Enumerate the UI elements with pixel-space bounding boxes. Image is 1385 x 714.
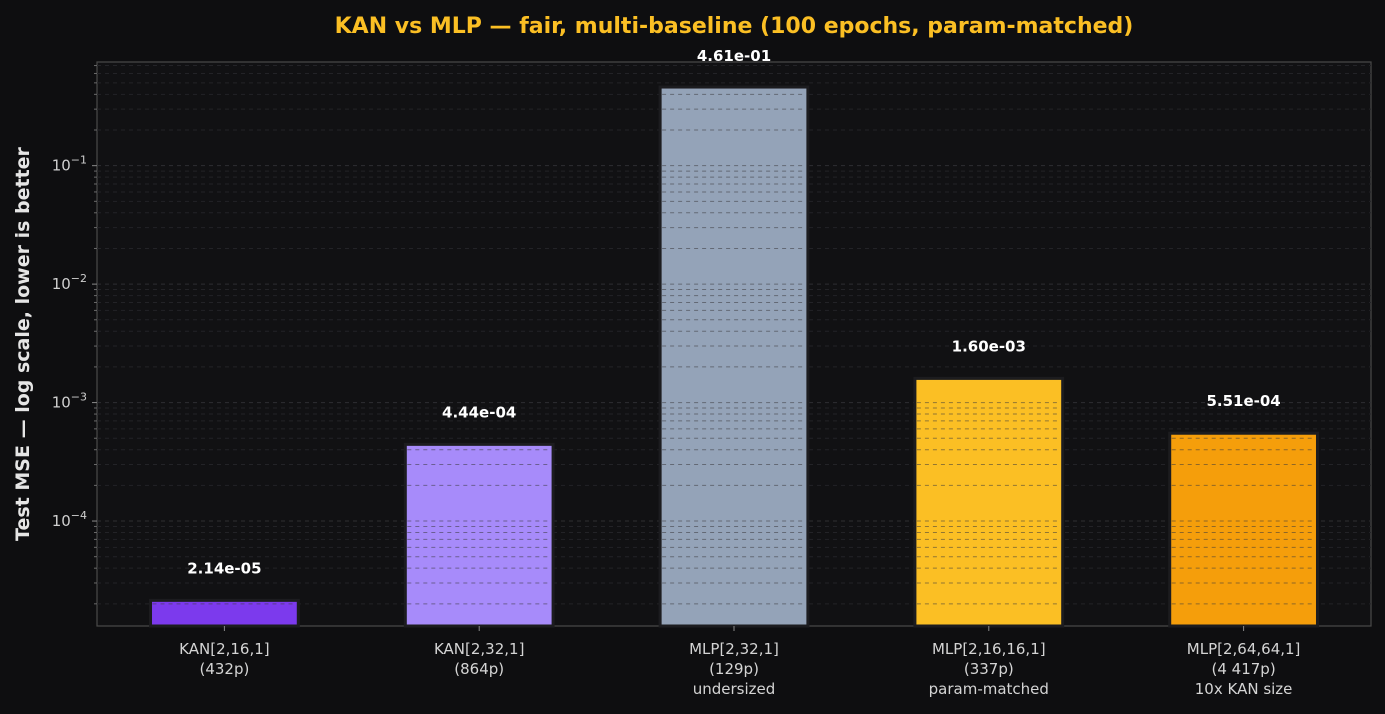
value-label: 1.60e-03 — [952, 337, 1026, 355]
bar — [658, 85, 810, 628]
x-tick-label: 10x KAN size — [1195, 680, 1293, 698]
chart-title: KAN vs MLP — fair, multi-baseline (100 e… — [335, 14, 1134, 39]
y-axis-label: Test MSE — log scale, lower is better — [12, 146, 34, 540]
x-tick-label: (129p) — [709, 660, 759, 678]
bar-group — [658, 85, 810, 628]
x-tick-label: KAN[2,32,1] — [434, 640, 524, 658]
value-label: 5.51e-04 — [1206, 392, 1280, 410]
x-axis-ticks: KAN[2,16,1] (432p) KAN[2,32,1] (864p) MLP[2,… — [179, 626, 1300, 698]
bar-group — [913, 376, 1065, 628]
y-tick-exponent: −2 — [71, 272, 87, 285]
value-label: 4.61e-01 — [697, 47, 771, 65]
bar-group — [1168, 431, 1319, 628]
y-tick-exponent: −1 — [71, 154, 87, 167]
y-tick-exponent: −3 — [71, 391, 87, 404]
bar — [1168, 431, 1319, 628]
x-tick-label: undersized — [693, 680, 776, 698]
bar — [149, 598, 300, 628]
bars — [149, 85, 1319, 628]
x-tick-label: KAN[2,16,1] — [179, 640, 269, 658]
y-tick-exponent: −4 — [71, 509, 87, 522]
x-tick-label: (337p) — [964, 660, 1014, 678]
bar-group — [403, 442, 555, 628]
value-labels: 2.14e-05 4.44e-04 4.61e-01 1.60e-03 5.51e-04 — [187, 47, 1280, 577]
bar-group — [149, 598, 300, 628]
x-tick-label: MLP[2,64,64,1] — [1187, 640, 1301, 658]
x-tick-label: MLP[2,32,1] — [689, 640, 779, 658]
value-label: 4.44e-04 — [442, 403, 516, 421]
x-tick-label: (864p) — [454, 660, 504, 678]
x-tick-label: (432p) — [199, 660, 249, 678]
value-label: 2.14e-05 — [187, 559, 261, 577]
bar — [913, 376, 1065, 628]
x-tick-label: MLP[2,16,16,1] — [932, 640, 1046, 658]
bar — [403, 442, 555, 628]
x-tick-label: param-matched — [929, 680, 1049, 698]
x-tick-label: (4 417p) — [1212, 660, 1276, 678]
